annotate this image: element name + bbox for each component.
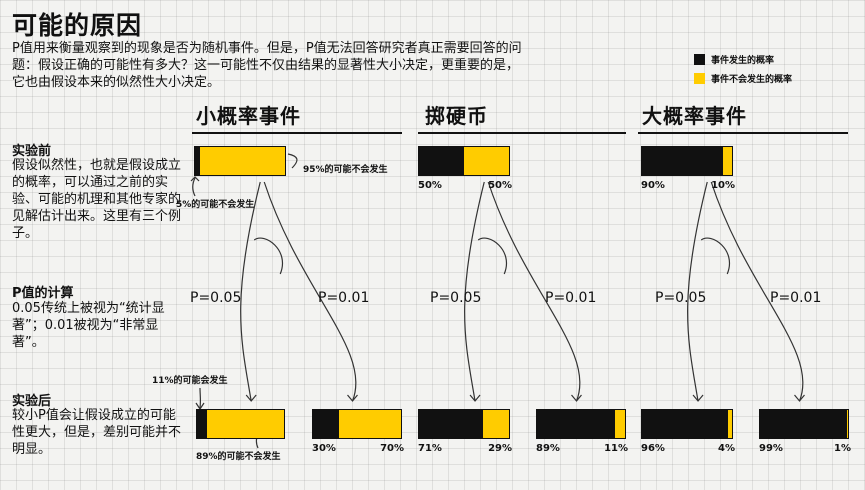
bar-segment-occur [537, 410, 616, 438]
bar-segment-occur [197, 410, 207, 438]
percent-label-not-occur: 4% [718, 443, 735, 454]
bar-segment-occur [760, 410, 848, 438]
p-value-label: P=0.01 [770, 290, 822, 306]
posterior-bar [312, 409, 402, 439]
legend-swatch-occur [694, 54, 705, 65]
percent-label-not-occur: 11% [604, 443, 628, 454]
p-value-label: P=0.05 [655, 290, 707, 306]
percent-label-not-occur: 10% [711, 180, 735, 191]
p-value-label: P=0.05 [430, 290, 482, 306]
section-heading-pcalc: P值的计算 [12, 286, 74, 301]
percent-label-occur: 99% [759, 443, 783, 454]
annotation-post-occur: 11%的可能会发生 [152, 376, 228, 386]
flow-arrow [710, 181, 804, 402]
percent-label-occur: 89% [536, 443, 560, 454]
annotation-post-not-occur: 89%的可能不会发生 [196, 452, 281, 462]
column-heading-high: 大概率事件 [642, 104, 747, 128]
section-heading-before: 实验前 [12, 144, 52, 159]
flow-arrow [240, 181, 261, 402]
section-text-before: 假设似然性，也就是假设成立的概率，可以通过之前的实验、可能的机理和其他专家的见解… [12, 158, 182, 241]
annotation-arrow [287, 153, 298, 169]
prior-bar [641, 146, 733, 176]
bar-segment-occur [642, 147, 723, 175]
column-heading-low: 小概率事件 [196, 104, 301, 128]
arrowhead-icon [469, 394, 481, 402]
bar-segment-not-occur [206, 410, 284, 438]
column-rule [638, 132, 848, 134]
flow-arrow [464, 181, 485, 402]
percent-label-not-occur: 70% [380, 443, 404, 454]
bar-segment-not-occur [728, 410, 732, 438]
p-value-label: P=0.01 [545, 290, 597, 306]
bar-segment-not-occur [615, 410, 625, 438]
flow-arrow-loop [477, 237, 507, 275]
posterior-bar [418, 409, 510, 439]
posterior-bar [196, 409, 285, 439]
arrowhead-icon [692, 394, 704, 402]
arrowhead-icon [245, 394, 257, 402]
bar-segment-occur [419, 147, 464, 175]
p-value-label: P=0.01 [318, 290, 370, 306]
bar-segment-not-occur [199, 147, 285, 175]
prior-bar [418, 146, 510, 176]
section-text-pcalc: 0.05传统上被视为“统计显著”；0.01被视为“非常显著”。 [12, 301, 165, 350]
posterior-bar [536, 409, 626, 439]
posterior-bar [641, 409, 733, 439]
page-title: 可能的原因 [12, 11, 143, 40]
legend-label-not-occur: 事件不会发生的概率 [711, 75, 793, 85]
percent-label-occur: 50% [418, 180, 442, 191]
percent-label-not-occur: 1% [834, 443, 851, 454]
arrowhead-icon [794, 394, 805, 402]
percent-label-occur: 71% [418, 443, 442, 454]
flow-arrow [263, 181, 357, 402]
bar-segment-occur [313, 410, 340, 438]
posterior-bar [759, 409, 849, 439]
annotation-prior-not-occur: 95%的可能不会发生 [303, 165, 388, 175]
legend-swatch-not-occur [694, 73, 705, 84]
bar-segment-occur [195, 147, 200, 175]
arrowhead-icon [571, 394, 582, 402]
flow-arrow [687, 181, 708, 402]
column-rule [418, 132, 626, 134]
flow-arrow-loop [700, 237, 730, 275]
column-heading-coin: 掷硬币 [425, 104, 488, 128]
prior-bar [194, 146, 286, 176]
percent-label-occur: 30% [312, 443, 336, 454]
legend-label-occur: 事件发生的概率 [711, 56, 775, 66]
flow-arrow [487, 181, 581, 402]
arrowhead-icon [347, 394, 358, 402]
percent-label-occur: 96% [641, 443, 665, 454]
percent-label-not-occur: 29% [488, 443, 512, 454]
bar-segment-not-occur [723, 147, 732, 175]
bar-segment-occur [419, 410, 483, 438]
annotation-prior-occur: 5%的可能不会发生 [176, 200, 255, 210]
percent-label-occur: 90% [641, 180, 665, 191]
p-value-label: P=0.05 [190, 290, 242, 306]
intro-text: P值用来衡量观察到的现象是否为随机事件。但是，P值无法回答研究者真正需要回答的问… [12, 41, 522, 90]
bar-segment-not-occur [464, 147, 509, 175]
section-text-after: 较小P值会让假设成立的可能性更大，但是，差别可能并不明显。 [12, 408, 182, 457]
arrowhead-icon [190, 176, 200, 182]
legend-item-occur: 事件发生的概率 [694, 53, 774, 66]
bar-segment-not-occur [482, 410, 509, 438]
percent-label-not-occur: 50% [488, 180, 512, 191]
column-rule [192, 132, 402, 134]
annotation-arrow [192, 177, 196, 197]
legend-item-not-occur: 事件不会发生的概率 [694, 72, 792, 85]
section-heading-after: 实验后 [12, 394, 52, 409]
bar-segment-not-occur [339, 410, 401, 438]
flow-arrow-loop [253, 237, 283, 275]
bar-segment-occur [642, 410, 729, 438]
bar-segment-not-occur [847, 410, 848, 438]
